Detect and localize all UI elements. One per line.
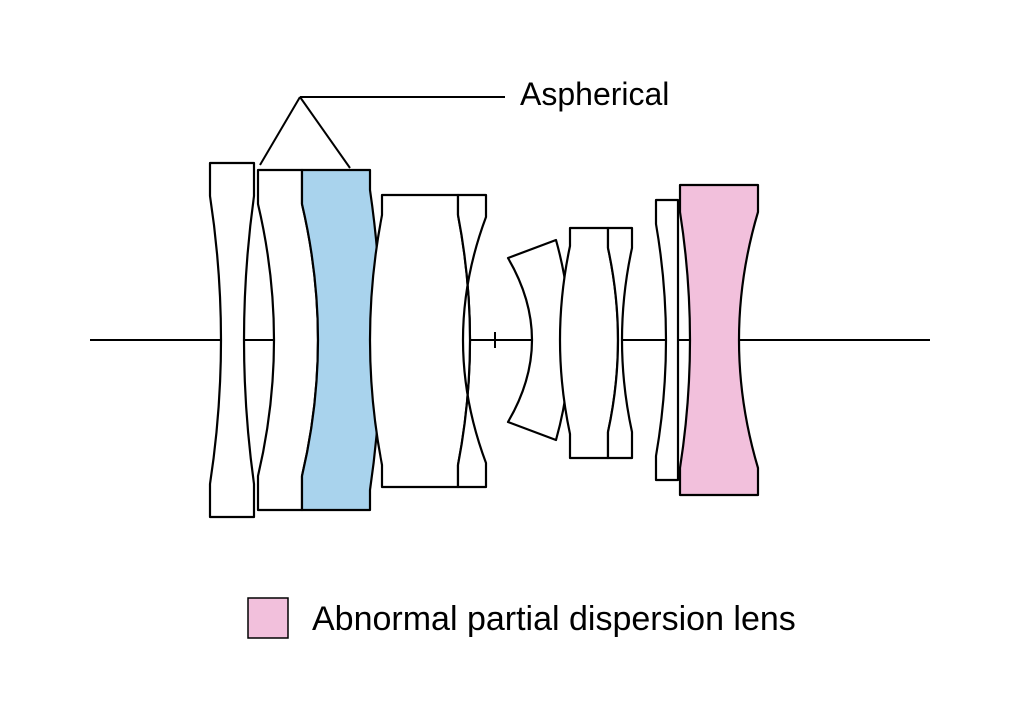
aspherical-label: Aspherical — [520, 76, 669, 112]
legend-swatch — [248, 598, 288, 638]
legend-label: Abnormal partial dispersion lens — [312, 600, 796, 638]
element-4 — [370, 195, 470, 487]
lens-diagram: Aspherical Abnormal partial dispersion le… — [0, 0, 1024, 718]
